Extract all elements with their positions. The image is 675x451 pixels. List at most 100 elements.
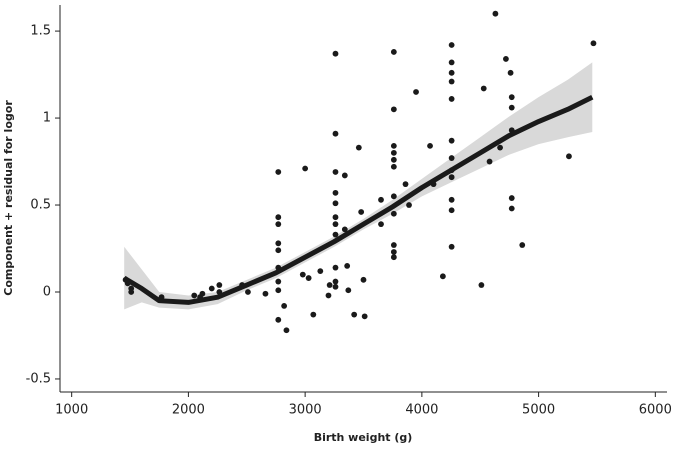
fit-line bbox=[122, 94, 594, 305]
confidence-band bbox=[124, 62, 593, 310]
point bbox=[448, 69, 455, 76]
point bbox=[448, 196, 455, 203]
point bbox=[299, 271, 306, 278]
point bbox=[508, 94, 515, 101]
point bbox=[302, 165, 309, 172]
y-axis-title: Component + residual for logor bbox=[2, 100, 15, 296]
point bbox=[566, 153, 572, 160]
x-tick-label: 4000 bbox=[405, 403, 438, 418]
point bbox=[508, 195, 515, 201]
point bbox=[390, 156, 397, 163]
point bbox=[351, 311, 358, 318]
point bbox=[448, 155, 455, 161]
point bbox=[358, 209, 365, 215]
point bbox=[317, 268, 324, 275]
point bbox=[361, 313, 368, 320]
point bbox=[245, 289, 251, 295]
point bbox=[448, 207, 455, 214]
point bbox=[275, 287, 282, 294]
point bbox=[275, 247, 282, 254]
point bbox=[413, 89, 419, 95]
point bbox=[390, 49, 397, 55]
point bbox=[590, 40, 597, 47]
point bbox=[390, 149, 397, 156]
point bbox=[448, 42, 455, 48]
point bbox=[355, 144, 362, 151]
point bbox=[262, 290, 269, 297]
point bbox=[486, 158, 493, 165]
point bbox=[390, 193, 397, 200]
point bbox=[390, 106, 397, 113]
point bbox=[503, 56, 509, 62]
point bbox=[448, 174, 455, 181]
point bbox=[275, 169, 282, 175]
x-tick-label: 1000 bbox=[55, 403, 88, 418]
y-tick-label: 0.5 bbox=[30, 198, 51, 213]
point bbox=[519, 242, 526, 248]
point bbox=[326, 282, 333, 288]
point bbox=[332, 200, 339, 207]
point bbox=[406, 202, 412, 208]
point bbox=[508, 104, 515, 111]
point bbox=[402, 181, 409, 188]
point bbox=[439, 273, 446, 280]
point bbox=[275, 221, 282, 228]
point bbox=[332, 189, 339, 196]
point bbox=[191, 292, 198, 299]
point bbox=[344, 262, 351, 269]
point bbox=[341, 226, 348, 233]
point bbox=[332, 231, 339, 238]
point bbox=[305, 275, 312, 281]
y-tick-label: 1.5 bbox=[30, 24, 51, 39]
point bbox=[448, 96, 455, 102]
point bbox=[332, 169, 339, 175]
point bbox=[310, 311, 317, 318]
point bbox=[480, 85, 487, 92]
point bbox=[390, 249, 397, 255]
point bbox=[199, 290, 206, 297]
x-tick-label: 3000 bbox=[289, 403, 322, 418]
point bbox=[497, 144, 503, 151]
x-tick-label: 5000 bbox=[522, 403, 555, 418]
point bbox=[275, 316, 282, 323]
y-tick-label: 1 bbox=[43, 111, 51, 126]
point bbox=[448, 137, 455, 144]
point bbox=[448, 78, 455, 85]
point bbox=[508, 205, 515, 212]
point bbox=[448, 243, 455, 250]
point bbox=[390, 254, 397, 261]
point bbox=[128, 285, 135, 292]
point bbox=[427, 142, 433, 149]
point bbox=[345, 287, 352, 294]
point bbox=[390, 242, 397, 248]
point bbox=[332, 130, 339, 137]
point bbox=[281, 303, 288, 309]
point bbox=[448, 59, 455, 66]
point bbox=[275, 214, 282, 221]
point bbox=[390, 163, 397, 170]
point bbox=[332, 221, 339, 228]
point bbox=[378, 196, 384, 203]
point bbox=[332, 283, 339, 290]
point bbox=[378, 221, 384, 228]
point bbox=[275, 278, 282, 285]
x-tick-label: 2000 bbox=[172, 403, 205, 418]
point bbox=[332, 214, 339, 221]
point bbox=[507, 69, 514, 76]
point bbox=[283, 327, 290, 334]
point bbox=[390, 210, 397, 217]
y-tick-label: 0 bbox=[43, 284, 51, 299]
x-axis-title: Birth weight (g) bbox=[314, 431, 413, 444]
y-tick-label: -0.5 bbox=[26, 371, 51, 386]
point bbox=[275, 240, 282, 247]
point bbox=[208, 285, 215, 292]
point bbox=[390, 142, 397, 149]
point bbox=[332, 264, 339, 271]
point bbox=[492, 10, 499, 17]
point bbox=[360, 276, 367, 283]
point bbox=[332, 278, 339, 285]
point bbox=[478, 282, 485, 288]
point bbox=[341, 172, 348, 179]
point bbox=[216, 282, 223, 288]
